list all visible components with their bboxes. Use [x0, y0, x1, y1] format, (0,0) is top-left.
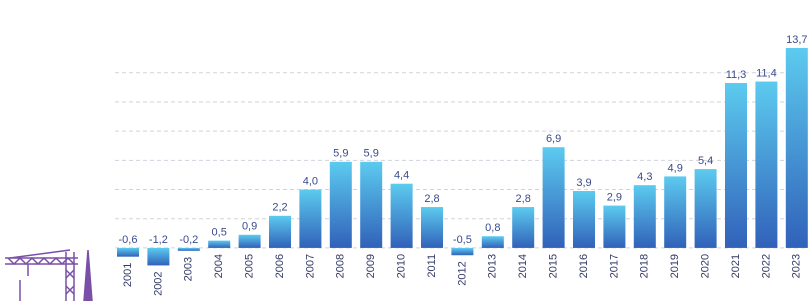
bar	[360, 162, 382, 248]
value-label: 5,9	[333, 148, 348, 160]
value-label: 4,3	[637, 171, 652, 183]
bar	[117, 248, 139, 257]
value-label: 2,8	[424, 193, 439, 205]
x-tick-label: 2017	[608, 254, 620, 278]
x-tick-label: 2016	[578, 254, 590, 278]
x-tick-label: 2012	[456, 261, 468, 285]
x-tick-label: 2020	[700, 254, 712, 278]
x-tick-label: 2003	[183, 257, 195, 281]
bar	[239, 235, 261, 248]
x-tick-label: 2023	[791, 254, 803, 278]
x-tick-label: 2005	[244, 254, 256, 278]
value-label: -0,5	[453, 234, 472, 246]
x-tick-label: 2018	[639, 254, 651, 278]
x-tick-label: 2007	[304, 254, 316, 278]
value-label: 0,9	[242, 221, 257, 233]
value-label: 11,3	[726, 69, 747, 81]
x-tick-label: 2014	[517, 254, 529, 278]
x-tick-label: 2019	[669, 254, 681, 278]
bar	[786, 48, 808, 248]
x-tick-label: 2009	[365, 254, 377, 278]
bar	[299, 190, 321, 248]
value-label: 6,9	[546, 133, 561, 145]
bar	[755, 82, 777, 248]
value-label: 2,8	[516, 193, 531, 205]
bar	[543, 147, 565, 248]
x-tick-label: 2013	[487, 254, 499, 278]
bar	[269, 216, 291, 248]
bar	[664, 176, 686, 248]
bar	[695, 169, 717, 248]
bar	[512, 207, 534, 248]
bar	[725, 83, 747, 248]
x-tick-label: 2011	[426, 254, 438, 278]
x-tick-label: 2008	[335, 254, 347, 278]
x-tick-label: 2022	[760, 254, 772, 278]
value-label: 4,4	[394, 170, 409, 182]
value-label: 5,9	[364, 148, 379, 160]
value-label: 4,9	[668, 162, 683, 174]
x-tick-label: 2006	[274, 254, 286, 278]
bar	[482, 236, 504, 248]
value-label: -0,2	[179, 234, 198, 246]
bar	[603, 206, 625, 248]
bar	[208, 241, 230, 248]
bar	[391, 184, 413, 248]
page: {"chart_data": {"type": "bar", "categori…	[0, 0, 808, 301]
bar	[634, 185, 656, 248]
x-tick-label: 2010	[396, 254, 408, 278]
value-label: 0,5	[212, 227, 227, 239]
chart: -0,6 2001 -1,2 2002 -0,2 2003 0,5 2004 0,9 2005 2,…	[0, 0, 808, 301]
value-label: 11,4	[756, 67, 777, 79]
bar	[330, 162, 352, 248]
value-label: 0,8	[485, 222, 500, 234]
bar	[147, 248, 169, 266]
value-label: 13,7	[786, 34, 807, 46]
x-tick-label: 2015	[548, 254, 560, 278]
value-label: 4,0	[303, 175, 318, 187]
value-label: 2,9	[607, 192, 622, 204]
x-tick-label: 2002	[152, 271, 164, 295]
bar	[451, 248, 473, 255]
bar	[573, 191, 595, 248]
x-tick-label: 2001	[122, 263, 134, 287]
bar	[178, 248, 200, 251]
value-label: 5,4	[698, 155, 713, 167]
x-tick-label: 2004	[213, 254, 225, 278]
value-label: 2,2	[272, 202, 287, 214]
value-label: 3,9	[576, 177, 591, 189]
x-tick-label: 2021	[730, 254, 742, 278]
crane-illustration	[5, 250, 92, 301]
bar	[421, 207, 443, 248]
value-label: -0,6	[119, 234, 138, 246]
value-label: -1,2	[149, 234, 168, 246]
